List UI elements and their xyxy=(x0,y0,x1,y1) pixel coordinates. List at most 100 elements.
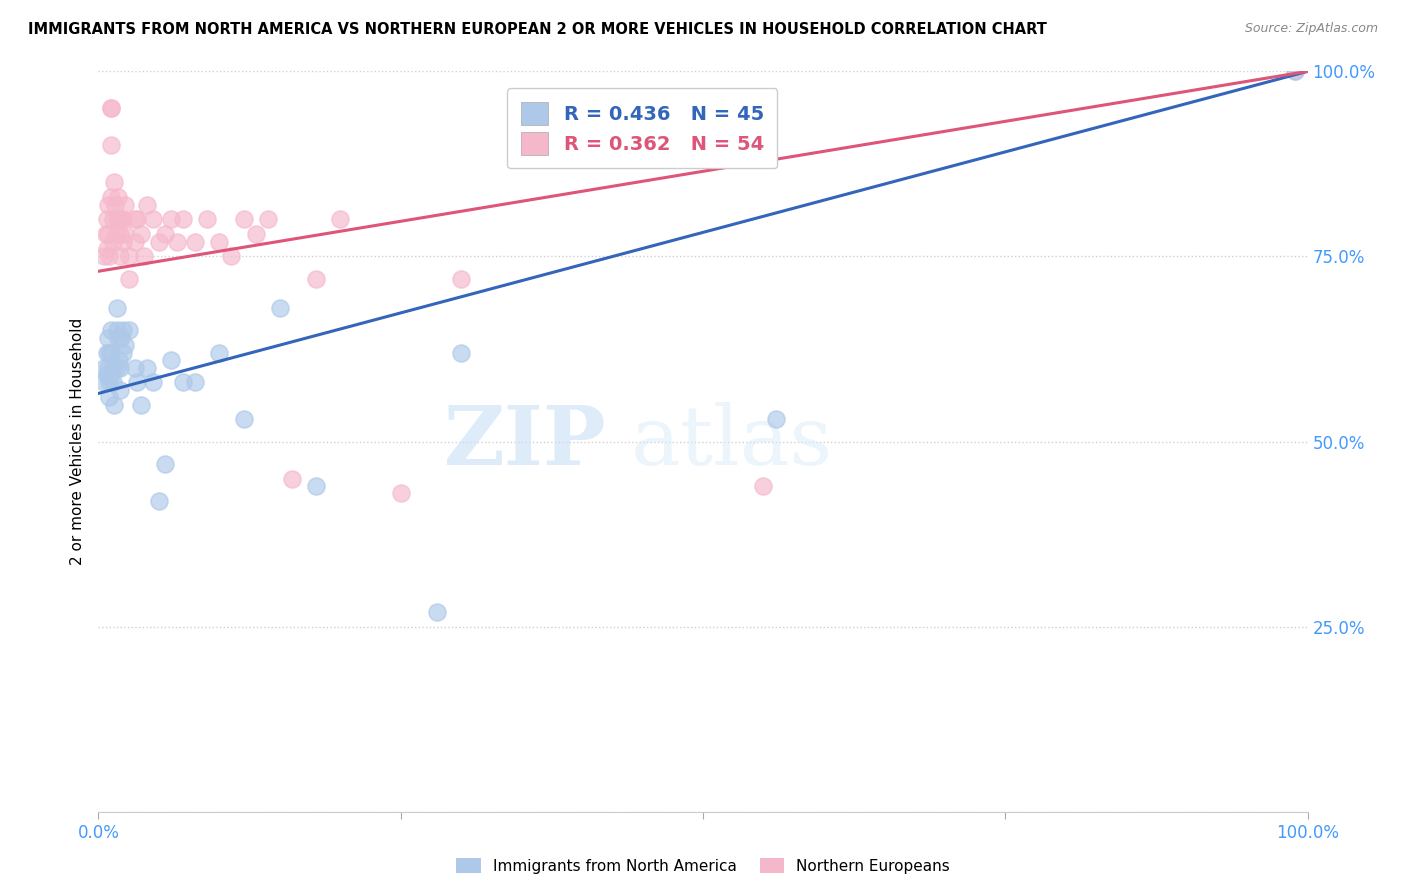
Point xyxy=(184,376,207,390)
Point xyxy=(111,212,134,227)
Point xyxy=(110,331,132,345)
Point xyxy=(135,197,157,211)
Point xyxy=(103,175,125,190)
Text: IMMIGRANTS FROM NORTH AMERICA VS NORTHERN EUROPEAN 2 OR MORE VEHICLES IN HOUSEHO: IMMIGRANTS FROM NORTH AMERICA VS NORTHER… xyxy=(28,22,1047,37)
Point xyxy=(124,212,146,227)
Point xyxy=(232,212,254,227)
Point xyxy=(100,345,122,359)
Point xyxy=(111,324,134,338)
Point xyxy=(256,212,278,227)
Point xyxy=(108,353,131,368)
Point xyxy=(118,250,141,264)
Point xyxy=(93,360,115,375)
Point xyxy=(195,212,218,227)
Point xyxy=(97,197,120,211)
Point xyxy=(124,360,146,375)
Point xyxy=(96,368,118,382)
Point xyxy=(389,486,412,500)
Legend: Immigrants from North America, Northern Europeans: Immigrants from North America, Northern … xyxy=(450,852,956,880)
Point xyxy=(208,235,231,249)
Point xyxy=(108,250,131,264)
Point xyxy=(172,212,194,227)
Point xyxy=(105,227,128,242)
Point xyxy=(100,368,122,382)
Point xyxy=(166,235,188,249)
Point xyxy=(101,235,124,249)
Point xyxy=(96,345,118,359)
Point xyxy=(114,338,136,352)
Point xyxy=(184,235,207,249)
Point xyxy=(305,271,328,285)
Point xyxy=(129,398,152,412)
Y-axis label: 2 or more Vehicles in Household: 2 or more Vehicles in Household xyxy=(70,318,86,566)
Point xyxy=(108,212,131,227)
Point xyxy=(93,376,115,390)
Text: ZIP: ZIP xyxy=(444,401,606,482)
Point xyxy=(107,190,129,204)
Point xyxy=(127,376,149,390)
Point xyxy=(103,398,125,412)
Point xyxy=(104,197,127,211)
Point xyxy=(305,479,328,493)
Point xyxy=(208,345,231,359)
Point xyxy=(135,360,157,375)
Point xyxy=(101,212,124,227)
Point xyxy=(98,345,121,359)
Point xyxy=(98,250,121,264)
Point xyxy=(100,190,122,204)
Point xyxy=(269,301,291,316)
Point xyxy=(450,271,472,285)
Point xyxy=(105,212,128,227)
Point xyxy=(108,227,131,242)
Point xyxy=(450,345,472,359)
Point xyxy=(221,250,243,264)
Point xyxy=(426,605,449,619)
Point xyxy=(124,235,146,249)
Point xyxy=(100,102,122,116)
Point xyxy=(232,412,254,426)
Text: Source: ZipAtlas.com: Source: ZipAtlas.com xyxy=(1244,22,1378,36)
Point xyxy=(172,376,194,390)
Point xyxy=(105,360,128,375)
Point xyxy=(129,227,152,242)
Point xyxy=(134,250,156,264)
Point xyxy=(148,235,170,249)
Point xyxy=(111,345,134,359)
Point xyxy=(107,331,129,345)
Point xyxy=(93,250,115,264)
Point xyxy=(127,212,149,227)
Point xyxy=(111,235,134,249)
Point xyxy=(97,331,120,345)
Point xyxy=(118,271,141,285)
Point xyxy=(94,227,117,242)
Point xyxy=(98,376,121,390)
Point xyxy=(1284,64,1306,78)
Point xyxy=(101,360,124,375)
Point xyxy=(142,212,165,227)
Point xyxy=(108,383,131,397)
Point xyxy=(114,197,136,211)
Point xyxy=(97,227,120,242)
Point xyxy=(148,493,170,508)
Point xyxy=(160,353,183,368)
Point xyxy=(765,412,787,426)
Point xyxy=(752,479,775,493)
Point xyxy=(142,376,165,390)
Point xyxy=(114,227,136,242)
Point xyxy=(153,457,176,471)
Text: atlas: atlas xyxy=(630,401,832,482)
Point xyxy=(100,138,122,153)
Point xyxy=(153,227,176,242)
Legend: R = 0.436   N = 45, R = 0.362   N = 54: R = 0.436 N = 45, R = 0.362 N = 54 xyxy=(508,88,778,169)
Point xyxy=(105,324,128,338)
Point xyxy=(329,212,352,227)
Point xyxy=(108,360,131,375)
Point xyxy=(101,376,124,390)
Point xyxy=(97,360,120,375)
Point xyxy=(1284,64,1306,78)
Point xyxy=(118,324,141,338)
Point xyxy=(100,102,122,116)
Point xyxy=(281,471,304,485)
Point xyxy=(98,390,121,404)
Point xyxy=(96,242,118,256)
